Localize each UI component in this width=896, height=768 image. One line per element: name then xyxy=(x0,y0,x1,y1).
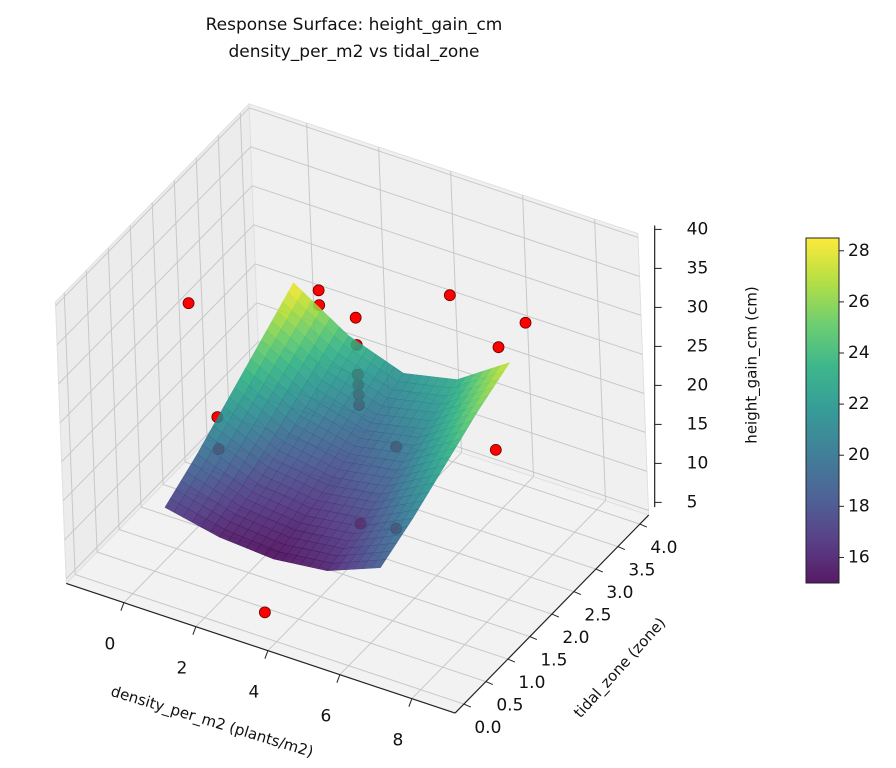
grid-line xyxy=(56,146,252,346)
grid-line xyxy=(217,135,230,417)
grid-line xyxy=(96,551,487,683)
x-tick-label: 0 xyxy=(104,635,115,655)
colorbar-tick-label: 20 xyxy=(848,445,870,465)
y-tick xyxy=(551,613,560,618)
x-tick-label: 2 xyxy=(176,659,187,679)
grid-line xyxy=(129,225,142,507)
grid-line xyxy=(239,112,252,395)
grid-line xyxy=(151,202,164,485)
x-tick xyxy=(120,602,125,611)
y-tick-label: 1.5 xyxy=(540,651,567,671)
grid-line xyxy=(173,180,186,462)
z-tick-label: 35 xyxy=(687,258,709,278)
colorbar-tick-label: 18 xyxy=(848,496,870,516)
y-tick-label: 3.0 xyxy=(606,583,633,603)
y-tick-label: 2.5 xyxy=(584,606,611,626)
scatter-point xyxy=(312,284,325,297)
x-tick xyxy=(264,650,269,659)
scatter-point xyxy=(258,606,271,619)
grid-line xyxy=(250,146,640,277)
y-tick xyxy=(529,636,538,641)
y-tick xyxy=(485,681,494,686)
grid-line xyxy=(62,302,258,502)
grid-line xyxy=(522,195,534,477)
y-tick xyxy=(639,523,648,528)
z-axis-title: height_gain_cm (cm) xyxy=(743,286,762,443)
grid-line xyxy=(85,270,98,552)
grid-line xyxy=(64,341,259,541)
grid-line xyxy=(74,574,465,705)
z-tick-label: 20 xyxy=(687,375,709,395)
chart-title: Response Surface: height_gain_cm xyxy=(206,15,503,35)
x-tick xyxy=(408,698,413,707)
colorbar-tick-label: 22 xyxy=(848,394,870,414)
colorbar-tick-label: 26 xyxy=(848,292,870,312)
x-tick-label: 6 xyxy=(320,707,331,727)
x-tick xyxy=(336,674,341,683)
z-tick-label: 30 xyxy=(687,297,709,317)
scatter-point xyxy=(349,311,362,324)
colorbar-tick-label: 16 xyxy=(848,547,870,567)
z-tick-label: 25 xyxy=(687,336,709,356)
grid-line xyxy=(55,107,250,307)
grid-line xyxy=(118,529,509,660)
y-tick-label: 0.5 xyxy=(496,696,523,716)
z-tick-label: 40 xyxy=(687,219,709,239)
grid-line xyxy=(594,219,606,501)
z-tick-label: 15 xyxy=(687,414,709,434)
grid-line xyxy=(63,292,76,575)
y-tick xyxy=(617,546,626,551)
y-tick xyxy=(507,658,516,663)
scatter-point xyxy=(182,297,195,310)
x-tick xyxy=(192,626,197,635)
colorbar xyxy=(805,237,840,584)
x-tick-label: 4 xyxy=(248,683,259,703)
scatter-point xyxy=(443,289,456,302)
x-axis-title: density_per_m2 (plants/m2) xyxy=(108,682,315,762)
x-tick-label: 8 xyxy=(392,731,403,751)
surface-patch xyxy=(371,559,387,569)
grid-line xyxy=(107,247,120,530)
colorbar-tick-label: 28 xyxy=(848,241,870,261)
y-tick-label: 1.0 xyxy=(518,673,545,693)
grid-line xyxy=(195,157,208,440)
colorbar-tick-label: 24 xyxy=(848,343,870,363)
chart-subtitle: density_per_m2 vs tidal_zone xyxy=(228,42,479,62)
scatter-point xyxy=(492,341,505,354)
y-tick-label: 4.0 xyxy=(650,538,677,558)
y-tick xyxy=(573,591,582,596)
x-axis-line xyxy=(66,582,456,714)
y-tick xyxy=(595,568,604,573)
y-tick-label: 3.5 xyxy=(628,561,655,581)
scatter-point xyxy=(519,316,532,329)
z-tick-label: 10 xyxy=(687,453,709,473)
y-tick-label: 0.0 xyxy=(474,718,501,738)
z-tick-label: 5 xyxy=(687,492,698,512)
y-tick xyxy=(463,703,472,708)
grid-line xyxy=(249,107,639,238)
scatter-point xyxy=(489,443,502,456)
grid-line xyxy=(252,185,642,316)
grid-line xyxy=(61,263,256,463)
y-tick-label: 2.0 xyxy=(562,628,589,648)
grid-line xyxy=(59,224,255,424)
grid-line xyxy=(58,185,253,385)
